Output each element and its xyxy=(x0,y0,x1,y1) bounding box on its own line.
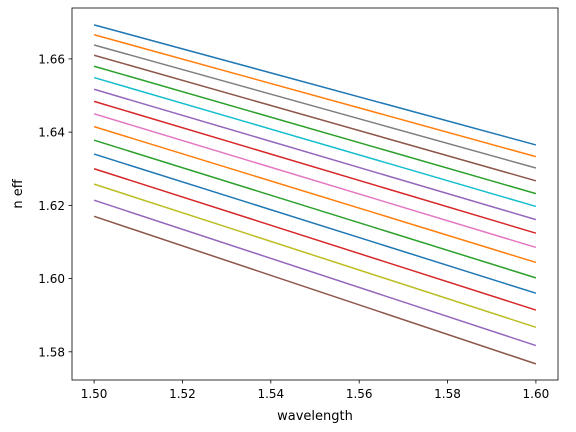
y-tick-label: 1.64 xyxy=(38,126,65,140)
series-line-16 xyxy=(93,215,537,365)
series-line-9 xyxy=(93,113,537,249)
x-axis-label: wavelength xyxy=(277,409,353,424)
x-tick-label: 1.52 xyxy=(169,387,196,401)
plot-frame xyxy=(71,7,559,381)
y-tick-label: 1.66 xyxy=(38,52,65,66)
series-line-11 xyxy=(93,139,537,279)
y-tick-label: 1.62 xyxy=(38,199,65,213)
series-line-2 xyxy=(93,34,537,158)
y-tick-label: 1.58 xyxy=(38,345,65,359)
y-axis-label: n eff xyxy=(11,178,26,208)
series-line-15 xyxy=(93,199,537,347)
series-lines xyxy=(93,24,537,365)
x-tick-label: 1.56 xyxy=(346,387,373,401)
series-line-8 xyxy=(93,100,537,234)
x-tick-label: 1.60 xyxy=(523,387,550,401)
series-line-6 xyxy=(93,76,537,208)
y-axis-ticks: 1.58 1.60 1.62 1.64 1.66 xyxy=(38,52,72,359)
series-line-14 xyxy=(93,183,537,328)
series-line-10 xyxy=(93,125,537,264)
series-line-1 xyxy=(93,24,537,146)
series-line-5 xyxy=(93,65,537,195)
series-line-7 xyxy=(93,88,537,221)
x-tick-label: 1.58 xyxy=(434,387,461,401)
series-line-3 xyxy=(93,44,537,169)
series-line-12 xyxy=(93,153,537,294)
series-line-13 xyxy=(93,168,537,311)
x-axis-ticks: 1.50 1.52 1.54 1.56 1.58 1.60 xyxy=(81,380,550,401)
x-tick-label: 1.50 xyxy=(81,387,108,401)
y-tick-label: 1.60 xyxy=(38,272,65,286)
x-tick-label: 1.54 xyxy=(257,387,284,401)
series-line-4 xyxy=(93,54,537,182)
